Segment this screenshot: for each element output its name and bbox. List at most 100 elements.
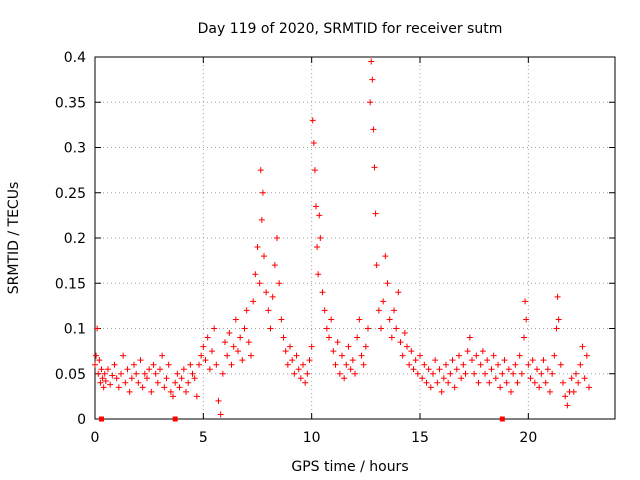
data-point	[328, 316, 335, 323]
data-point	[309, 117, 316, 124]
data-point	[516, 352, 523, 359]
data-point	[555, 316, 562, 323]
data-point	[547, 388, 553, 395]
y-axis-label: SRMTID / TECUs	[6, 182, 22, 295]
data-point	[326, 334, 332, 341]
data-point	[269, 293, 276, 300]
data-point	[316, 212, 323, 219]
data-point	[96, 357, 103, 364]
data-point	[321, 307, 328, 314]
data-point	[107, 381, 114, 388]
data-point	[562, 393, 569, 400]
data-point	[226, 330, 233, 337]
data-point	[174, 370, 181, 377]
data-point	[204, 334, 211, 341]
data-point	[510, 370, 517, 377]
data-point	[101, 370, 108, 377]
data-point	[222, 339, 228, 346]
data-point	[219, 370, 226, 377]
data-point	[579, 343, 586, 350]
data-point	[256, 280, 263, 287]
data-point	[482, 370, 488, 377]
data-point	[118, 370, 124, 377]
data-point	[193, 393, 200, 400]
data-point	[261, 253, 267, 260]
data-point	[178, 375, 185, 382]
data-point	[538, 370, 545, 377]
data-point	[356, 316, 363, 323]
data-point	[564, 402, 571, 409]
data-point	[306, 357, 313, 364]
data-point	[404, 343, 410, 350]
data-point	[419, 375, 426, 382]
data-point	[367, 99, 374, 106]
data-point	[280, 334, 287, 341]
data-point	[486, 379, 493, 386]
y-tick-label: 0.2	[64, 231, 86, 247]
data-point	[302, 379, 309, 386]
data-point	[215, 397, 222, 404]
data-point	[573, 370, 579, 377]
data-point	[531, 379, 538, 386]
data-point	[141, 370, 148, 377]
data-point	[497, 384, 504, 391]
data-point	[198, 352, 205, 359]
data-point	[196, 361, 202, 368]
data-point	[206, 366, 213, 373]
data-point	[131, 361, 137, 368]
data-point	[362, 343, 369, 350]
data-point	[458, 375, 465, 382]
data-point	[334, 339, 341, 346]
data-point	[522, 298, 529, 305]
data-point	[211, 325, 218, 332]
data-point	[464, 348, 471, 355]
data-point	[165, 361, 172, 368]
data-point	[291, 370, 298, 377]
data-point	[126, 388, 133, 395]
data-point	[159, 352, 166, 359]
y-tick-label: 0.1	[64, 322, 86, 338]
chart-title: Day 119 of 2020, SRMTID for receiver sut…	[198, 21, 503, 37]
data-point	[254, 244, 261, 251]
data-point	[352, 370, 358, 377]
data-point	[365, 325, 371, 332]
data-point	[575, 379, 582, 386]
data-point	[271, 262, 278, 269]
data-point	[412, 357, 419, 364]
data-point	[347, 366, 354, 373]
data-point	[228, 361, 235, 368]
data-point	[289, 357, 296, 364]
data-point	[368, 58, 375, 65]
data-point	[349, 357, 356, 364]
data-point	[492, 375, 499, 382]
data-point	[583, 352, 590, 359]
data-point	[518, 370, 525, 377]
data-point	[391, 307, 397, 314]
data-point	[115, 384, 122, 391]
data-point	[380, 298, 387, 305]
data-point	[401, 330, 408, 337]
data-point	[358, 352, 365, 359]
x-axis-label: GPS time / hours	[291, 459, 408, 475]
data-point	[330, 348, 337, 355]
data-point	[99, 375, 106, 382]
data-point	[92, 361, 98, 368]
data-point	[425, 366, 432, 373]
data-point	[209, 348, 215, 355]
data-point	[183, 388, 189, 395]
data-point	[375, 307, 382, 314]
data-point	[354, 334, 361, 341]
data-point	[304, 370, 311, 377]
data-point	[122, 379, 129, 386]
data-point	[453, 366, 460, 373]
data-point	[438, 388, 445, 395]
data-point	[397, 339, 404, 346]
data-point	[512, 361, 519, 368]
data-point	[456, 352, 462, 359]
data-point	[295, 366, 302, 373]
data-point	[317, 235, 324, 241]
data-point	[189, 370, 196, 377]
data-point	[388, 334, 395, 341]
data-point	[372, 210, 379, 217]
data-point	[447, 370, 454, 377]
